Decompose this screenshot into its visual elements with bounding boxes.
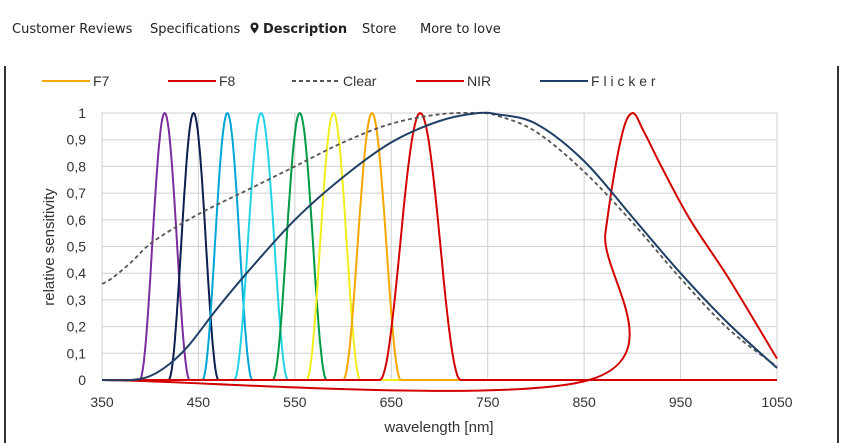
- y-tick-label: 0,1: [67, 345, 87, 361]
- series-line-flicker: [101, 111, 778, 382]
- tab-specifications[interactable]: Specifications: [150, 22, 241, 37]
- y-axis-label: relative sensitivity: [41, 188, 58, 306]
- legend-label: F l i c k e r: [591, 73, 656, 89]
- legend-item-flicker: F l i c k e r: [540, 73, 656, 89]
- series-line-f8: [102, 112, 777, 381]
- y-tick-label: 0,2: [67, 319, 87, 335]
- x-tick-label: 950: [669, 394, 693, 410]
- spectral-sensitivity-chart: 0 0,1 0,2 0,3 0,4 0,5 0,6 0,7 0,8 0,9 1 350 450 550 65…: [41, 73, 793, 436]
- legend-item-f8: F8: [168, 73, 236, 89]
- y-tick-label: 0,8: [67, 158, 87, 174]
- tab-customer-reviews[interactable]: Customer Reviews: [12, 22, 133, 37]
- legend-item-nir: NIR: [416, 73, 491, 89]
- y-tick-label: 0,4: [67, 265, 87, 281]
- series-line-nir: [101, 112, 778, 392]
- series-line-f5: [102, 112, 777, 381]
- series-line-clear: [101, 111, 778, 368]
- y-tick-label: 0: [78, 372, 86, 388]
- y-tick-label: 0,7: [67, 185, 87, 201]
- legend-item-f7: F7: [42, 73, 110, 89]
- x-tick-label: 350: [90, 394, 114, 410]
- legend-label: Clear: [343, 73, 377, 89]
- tab-more-to-love[interactable]: More to love: [420, 22, 501, 37]
- series-line-f4: [102, 112, 777, 381]
- tab-description[interactable]: Description: [250, 22, 347, 37]
- series-line-f1: [102, 112, 777, 381]
- legend-label: F7: [93, 73, 110, 89]
- series-line-f2: [102, 112, 777, 381]
- product-nav-bar: Customer Reviews Specifications Descript…: [0, 0, 845, 62]
- tab-store[interactable]: Store: [362, 22, 397, 37]
- x-tick-label: 450: [187, 394, 211, 410]
- x-axis-label: wavelength [nm]: [383, 419, 493, 436]
- legend-item-clear: Clear: [292, 73, 377, 89]
- y-tick-label: 1: [78, 105, 86, 121]
- y-tick-label: 0,5: [67, 239, 87, 255]
- legend-label: NIR: [467, 73, 491, 89]
- y-tick-label: 0,6: [67, 212, 87, 228]
- x-tick-label: 750: [476, 394, 500, 410]
- series-line-f3: [102, 112, 777, 381]
- x-tick-label: 850: [572, 394, 596, 410]
- x-tick-label: 1050: [761, 394, 792, 410]
- tab-description-label: Description: [263, 22, 348, 37]
- description-image-panel: 0 0,1 0,2 0,3 0,4 0,5 0,6 0,7 0,8 0,9 1 350 450 550 65…: [4, 66, 839, 443]
- y-tick-label: 0,3: [67, 292, 87, 308]
- legend-label: F8: [219, 73, 236, 89]
- map-pin-icon: [250, 22, 259, 34]
- y-tick-label: 0,9: [67, 132, 87, 148]
- x-tick-label: 550: [283, 394, 307, 410]
- x-tick-label: 650: [380, 394, 404, 410]
